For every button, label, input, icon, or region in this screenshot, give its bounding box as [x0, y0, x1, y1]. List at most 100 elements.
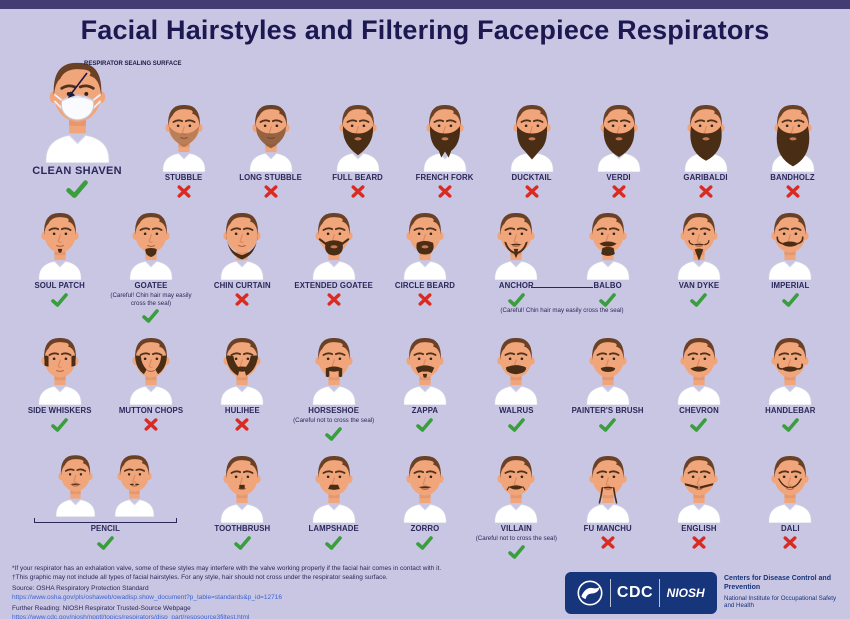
face-handlebar [759, 328, 821, 406]
style-item-anchor: ANCHOR [471, 203, 562, 307]
style-label: BANDHOLZ [770, 172, 815, 182]
style-label: FRENCH FORK [415, 172, 474, 182]
face-bandholz [762, 95, 824, 172]
style-pair-anchor-balbo: ANCHOR BALBO (Careful! Chin hair may easil… [471, 203, 654, 315]
face-walrus [485, 328, 547, 406]
caution-note: (Careful not to cross the seal) [293, 417, 375, 425]
style-label: MUTTON CHOPS [118, 406, 184, 416]
face-ducktail [501, 95, 563, 172]
source-link[interactable]: https://www.osha.gov/pls/oshaweb/owadisp… [12, 593, 282, 601]
style-item-soul-patch: SOUL PATCH [14, 203, 105, 307]
style-item-van-dyke: VAN DYKE [653, 203, 744, 307]
style-item-imperial: IMPERIAL [745, 203, 836, 307]
top-accent-bar [0, 0, 850, 9]
styles-grid: RESPIRATOR SEALING SURFACE CLEAN SHAVEN ST… [0, 48, 850, 559]
check-icon [51, 292, 68, 307]
face-respirator [31, 48, 124, 163]
x-icon [692, 536, 706, 549]
style-label: DALI [781, 523, 800, 533]
further-reading-link[interactable]: https://www.cdc.gov/niosh/npptl/topics/r… [12, 614, 250, 619]
style-label: TOOTHBRUSH [214, 523, 271, 533]
logo-area: CDC NIOSH Centers for Disease Control an… [565, 571, 838, 614]
style-item-balbo: BALBO [562, 203, 653, 307]
agency-name: Centers for Disease Control and Preventi… [724, 575, 831, 591]
x-icon [264, 185, 278, 198]
style-label: SIDE WHISKERS [27, 406, 92, 416]
check-icon [690, 292, 708, 307]
check-icon [508, 292, 525, 307]
x-icon [177, 185, 191, 198]
style-item-pencil: PENCIL [14, 446, 197, 550]
check-icon [234, 536, 251, 550]
face-full-beard [327, 95, 389, 172]
face-balbo [577, 203, 639, 280]
logo-divider [659, 578, 661, 607]
style-item-ducktail: DUCKTAIL [488, 95, 575, 198]
style-item-extended-goatee: EXTENDED GOATEE [288, 203, 379, 306]
style-item-garibaldi: GARIBALDI [662, 95, 749, 198]
style-label: SOUL PATCH [34, 280, 85, 290]
style-label: PENCIL [90, 523, 120, 533]
annotation-arrow-icon [60, 70, 90, 109]
x-icon [612, 185, 626, 198]
x-icon [601, 536, 615, 549]
face-pencil-a [47, 446, 104, 517]
check-icon [66, 179, 88, 198]
face-long-stubble [240, 95, 302, 172]
check-icon [508, 544, 525, 559]
row-1: RESPIRATOR SEALING SURFACE CLEAN SHAVEN ST… [10, 48, 840, 198]
page-title: Facial Hairstyles and Filtering Facepiec… [80, 15, 770, 45]
x-icon [235, 418, 249, 431]
style-item-toothbrush: TOOTHBRUSH [197, 446, 288, 550]
footnotes: *If your respirator has an exhalation va… [12, 564, 441, 619]
style-item-lampshade: LAMPSHADE [288, 446, 379, 550]
institute-name: National Institute for Occupational Safe… [724, 594, 837, 610]
style-label: CHEVRON [679, 406, 719, 416]
x-icon [351, 185, 365, 198]
style-label: CLEAN SHAVEN [32, 165, 122, 177]
style-label: VERDI [606, 172, 631, 182]
face-horseshoe [303, 328, 365, 406]
check-icon [781, 292, 799, 307]
style-item-verdi: VERDI [575, 95, 662, 198]
face-verdi [588, 95, 650, 172]
row-4: PENCIL TOOTHBRUSH LAMPSHADE ZORRO VILLAIN (Ca… [10, 446, 840, 559]
row-3: SIDE WHISKERS MUTTON CHOPS HULIHEE HORSESHO… [10, 328, 840, 441]
pair-connector-line [530, 286, 594, 288]
pair-row: ANCHOR BALBO [471, 203, 654, 307]
x-icon [786, 185, 800, 198]
style-item-hulihee: HULIHEE [197, 328, 288, 431]
logo-divider [609, 578, 611, 607]
style-label: STUBBLE [164, 172, 203, 182]
style-label: CHIN CURTAIN [213, 280, 271, 290]
face-zappa [394, 328, 456, 406]
style-label: HORSESHOE [308, 406, 360, 416]
face-zorro [394, 446, 456, 523]
style-item-villain: VILLAIN (Careful not to cross the seal) [471, 446, 562, 559]
face-stubble [153, 95, 215, 172]
style-item-clean-shaven: RESPIRATOR SEALING SURFACE CLEAN SHAVEN [14, 48, 181, 198]
face-soul-patch [29, 203, 91, 280]
face-mutton-chops [120, 328, 182, 406]
style-item-circle-beard: CIRCLE BEARD [379, 203, 470, 306]
footer: *If your respirator has an exhalation va… [0, 561, 850, 619]
style-item-zorro: ZORRO [379, 446, 470, 550]
style-item-fu-manchu: FU MANCHU [562, 446, 653, 549]
face-anchor [485, 203, 547, 280]
x-icon [235, 293, 249, 306]
agency-name-block: Centers for Disease Control and Preventi… [724, 575, 838, 610]
style-item-chin-curtain: CHIN CURTAIN [197, 203, 288, 306]
style-item-long-stubble: LONG STUBBLE [227, 95, 314, 198]
style-item-dali: DALI [745, 446, 836, 549]
check-icon [507, 418, 525, 433]
face-fu-manchu [577, 446, 639, 523]
face-goatee [120, 203, 182, 280]
row-2: SOUL PATCH GOATEE (Careful! Chin hair may … [10, 203, 840, 324]
style-label: ANCHOR [498, 280, 534, 290]
style-label: ZORRO [410, 523, 440, 533]
face-garibaldi [675, 95, 737, 172]
x-icon [327, 293, 341, 306]
check-icon [142, 309, 160, 324]
face-side-whiskers [29, 328, 91, 406]
